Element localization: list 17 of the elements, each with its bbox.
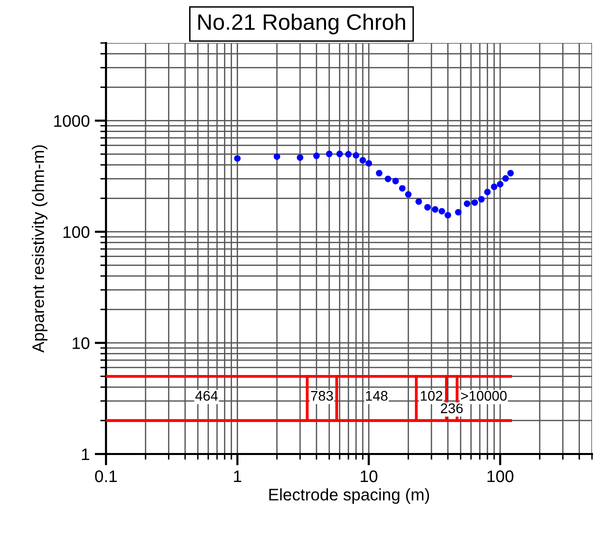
annotation: 464 [195,390,218,401]
annotation: 102 [420,390,442,401]
x-tick-label: 10 [360,470,378,482]
y-axis-title: Apparent resistivity (ohm-m) [32,145,48,353]
annotation: 236 [440,403,463,414]
y-tick-label: 1000 [54,115,90,127]
x-tick-label: 100 [488,470,514,482]
chart-title: No.21 Robang Chroh [198,14,406,34]
y-tick-label: 1 [82,448,90,460]
annotation: >10000 [461,390,507,401]
x-axis-title: Electrode spacing (m) [269,488,430,504]
annotation: 148 [366,390,388,401]
x-tick-label: 0.1 [95,470,117,482]
x-tick-label: 1 [234,470,242,482]
annotation: 783 [311,390,333,401]
y-tick-label: 100 [63,226,90,238]
y-tick-label: 10 [72,337,90,350]
